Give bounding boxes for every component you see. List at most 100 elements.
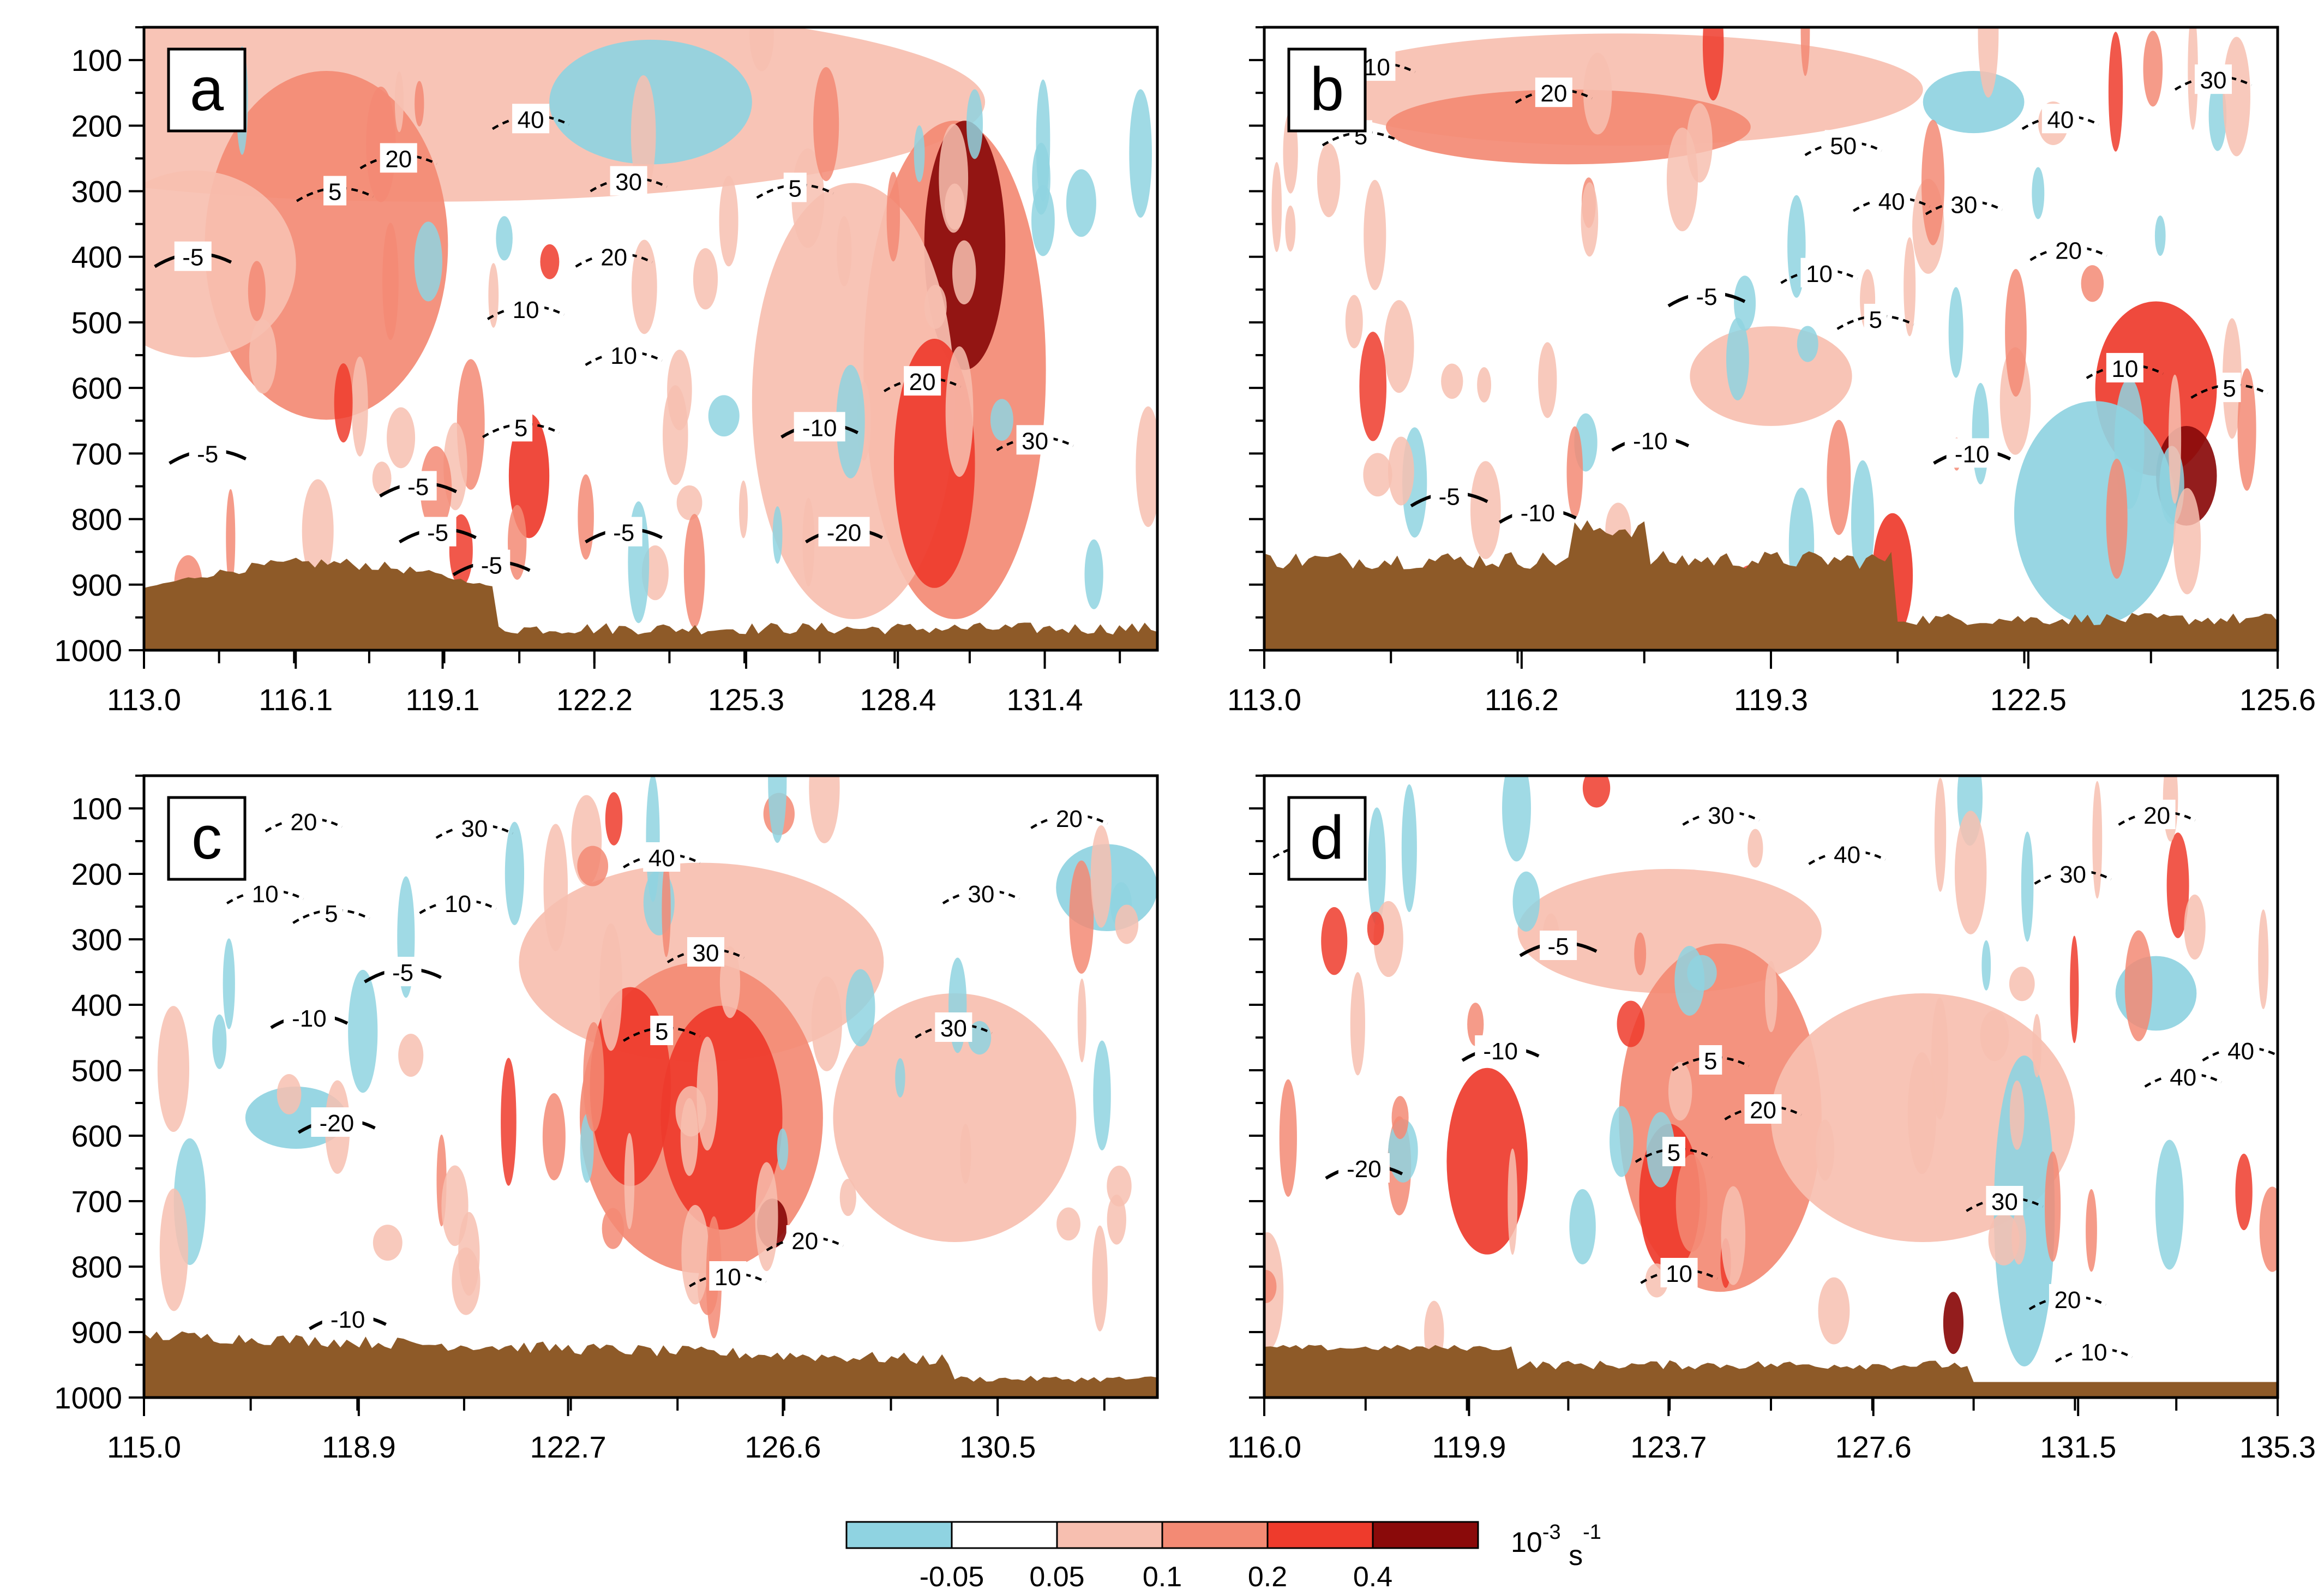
contour-label: 5 [325,901,338,927]
shading-streak [580,1113,594,1183]
shading-blob [1385,89,1751,165]
contour-label: 40 [2170,1064,2196,1091]
shading-streak [1816,1119,1835,1181]
contour-label: -20 [827,520,862,547]
contour-label: 10 [714,1264,741,1291]
shading-streak [683,514,705,628]
shading-streak [2081,265,2104,302]
shading-streak [277,1074,302,1114]
contour-label-box [904,366,941,396]
shading-streak [414,221,442,302]
shading-streak [1569,1189,1596,1264]
shading-streak [1345,295,1363,349]
y-tick-label: 900 [71,568,122,602]
x-tick-label: 116.2 [1485,682,1559,717]
shading-streak [212,1014,227,1069]
shading-streak [1954,811,1987,934]
contour-label-box [1702,800,1740,829]
shading-streak [1934,777,1947,892]
contour-label: 30 [1991,1189,2018,1215]
contour-label-box [1050,803,1088,832]
shading-streak [1093,1040,1111,1150]
contour-label: 5 [2223,375,2236,402]
shading-streak [1279,1079,1297,1197]
shading-streak [1988,1213,2020,1266]
contour-label-box [1535,77,1572,107]
shading-streak [157,1006,190,1132]
contour-label: -10 [1521,500,1556,527]
shading-streak [1676,1154,1708,1252]
x-tick-label: 122.2 [556,682,633,717]
shading-streak [2086,1189,2097,1272]
shading-streak [2258,909,2269,1009]
shading-streak [1734,275,1756,331]
contour-label-box [1475,1035,1527,1065]
contour-label-box [1744,1094,1782,1124]
contour-label: -5 [1439,484,1460,511]
contour-label: 40 [2227,1038,2254,1065]
shading-streak [1350,972,1365,1076]
contour-label: 5 [789,176,802,202]
shading-streak [2173,488,2201,595]
contour-label: 40 [1834,842,1860,868]
plot-frame [142,26,1159,652]
shading-streak [373,1225,403,1261]
contour-label: 20 [2055,238,2082,265]
contour-labels: -5 -5 -5 -5 -5 -5 -10 -20 5 20 40 30 20 10 10 5 5 20 30 [154,104,1074,579]
shading-streak [382,223,399,340]
contour-label-box [322,1304,374,1333]
contour-label: 5 [1704,1048,1717,1075]
contour-label-box [1431,481,1468,511]
contour-label: 20 [600,244,627,271]
colorbar-swatch [1266,1521,1374,1549]
contour-label: -10 [1483,1038,1518,1065]
contour-label-box [709,1261,747,1291]
y-tick-label: 200 [71,109,122,143]
shading-streak [223,938,235,1029]
shading-streak [1069,860,1094,974]
contour-label-box [1016,425,1054,455]
terrain [144,1331,1157,1398]
contour-label-box [509,412,533,442]
contour-label-box [174,241,212,271]
shading-streak [159,1188,188,1311]
shading-blob [1690,326,1852,426]
shading-streak [2155,1140,2184,1270]
contour-label: 40 [518,106,544,133]
y-tick-label: 300 [71,175,122,209]
shading-streak [1317,143,1341,218]
contour-label-box [1540,931,1577,960]
shading-streak [1467,1003,1484,1046]
shading-streak [945,346,974,477]
contour-label: 20 [2143,802,2170,829]
contour-label-box [2075,1336,2113,1366]
shading-streak [348,969,378,1093]
shading-streak [1726,317,1749,400]
shading-streak [1391,1096,1409,1140]
shading-streak [1136,406,1157,527]
panel-tag: b [1310,55,1344,123]
shading-blob [1943,1292,1964,1354]
contour-label-box [419,517,457,547]
y-tick-label: 300 [71,922,122,957]
contour-label: 20 [385,146,412,172]
contour-label-box [2050,235,2087,265]
x-tick-label: 128.4 [860,682,936,717]
contour-label: -5 [182,244,203,271]
contour-label-box [2164,1062,2202,1091]
y-tick-label: 200 [71,857,122,891]
shading-streak [398,1033,424,1077]
colorbar-tick-label: 0.4 [1353,1561,1392,1589]
contour-label-box [643,842,681,872]
y-tick-label: 600 [71,371,122,405]
contour-label: 5 [328,179,341,206]
contour-label-box [595,241,633,271]
shading-streak [839,1179,856,1216]
y-tick-label: 800 [71,1250,122,1284]
y-tick-label: 100 [71,791,122,826]
colorbar-tick-label: -0.05 [920,1561,984,1589]
colorbar-tick-label: 0.1 [1143,1561,1182,1589]
shading-streak [2188,27,2198,130]
shading-streak [1056,1207,1080,1241]
shading-streak [1818,1277,1850,1345]
